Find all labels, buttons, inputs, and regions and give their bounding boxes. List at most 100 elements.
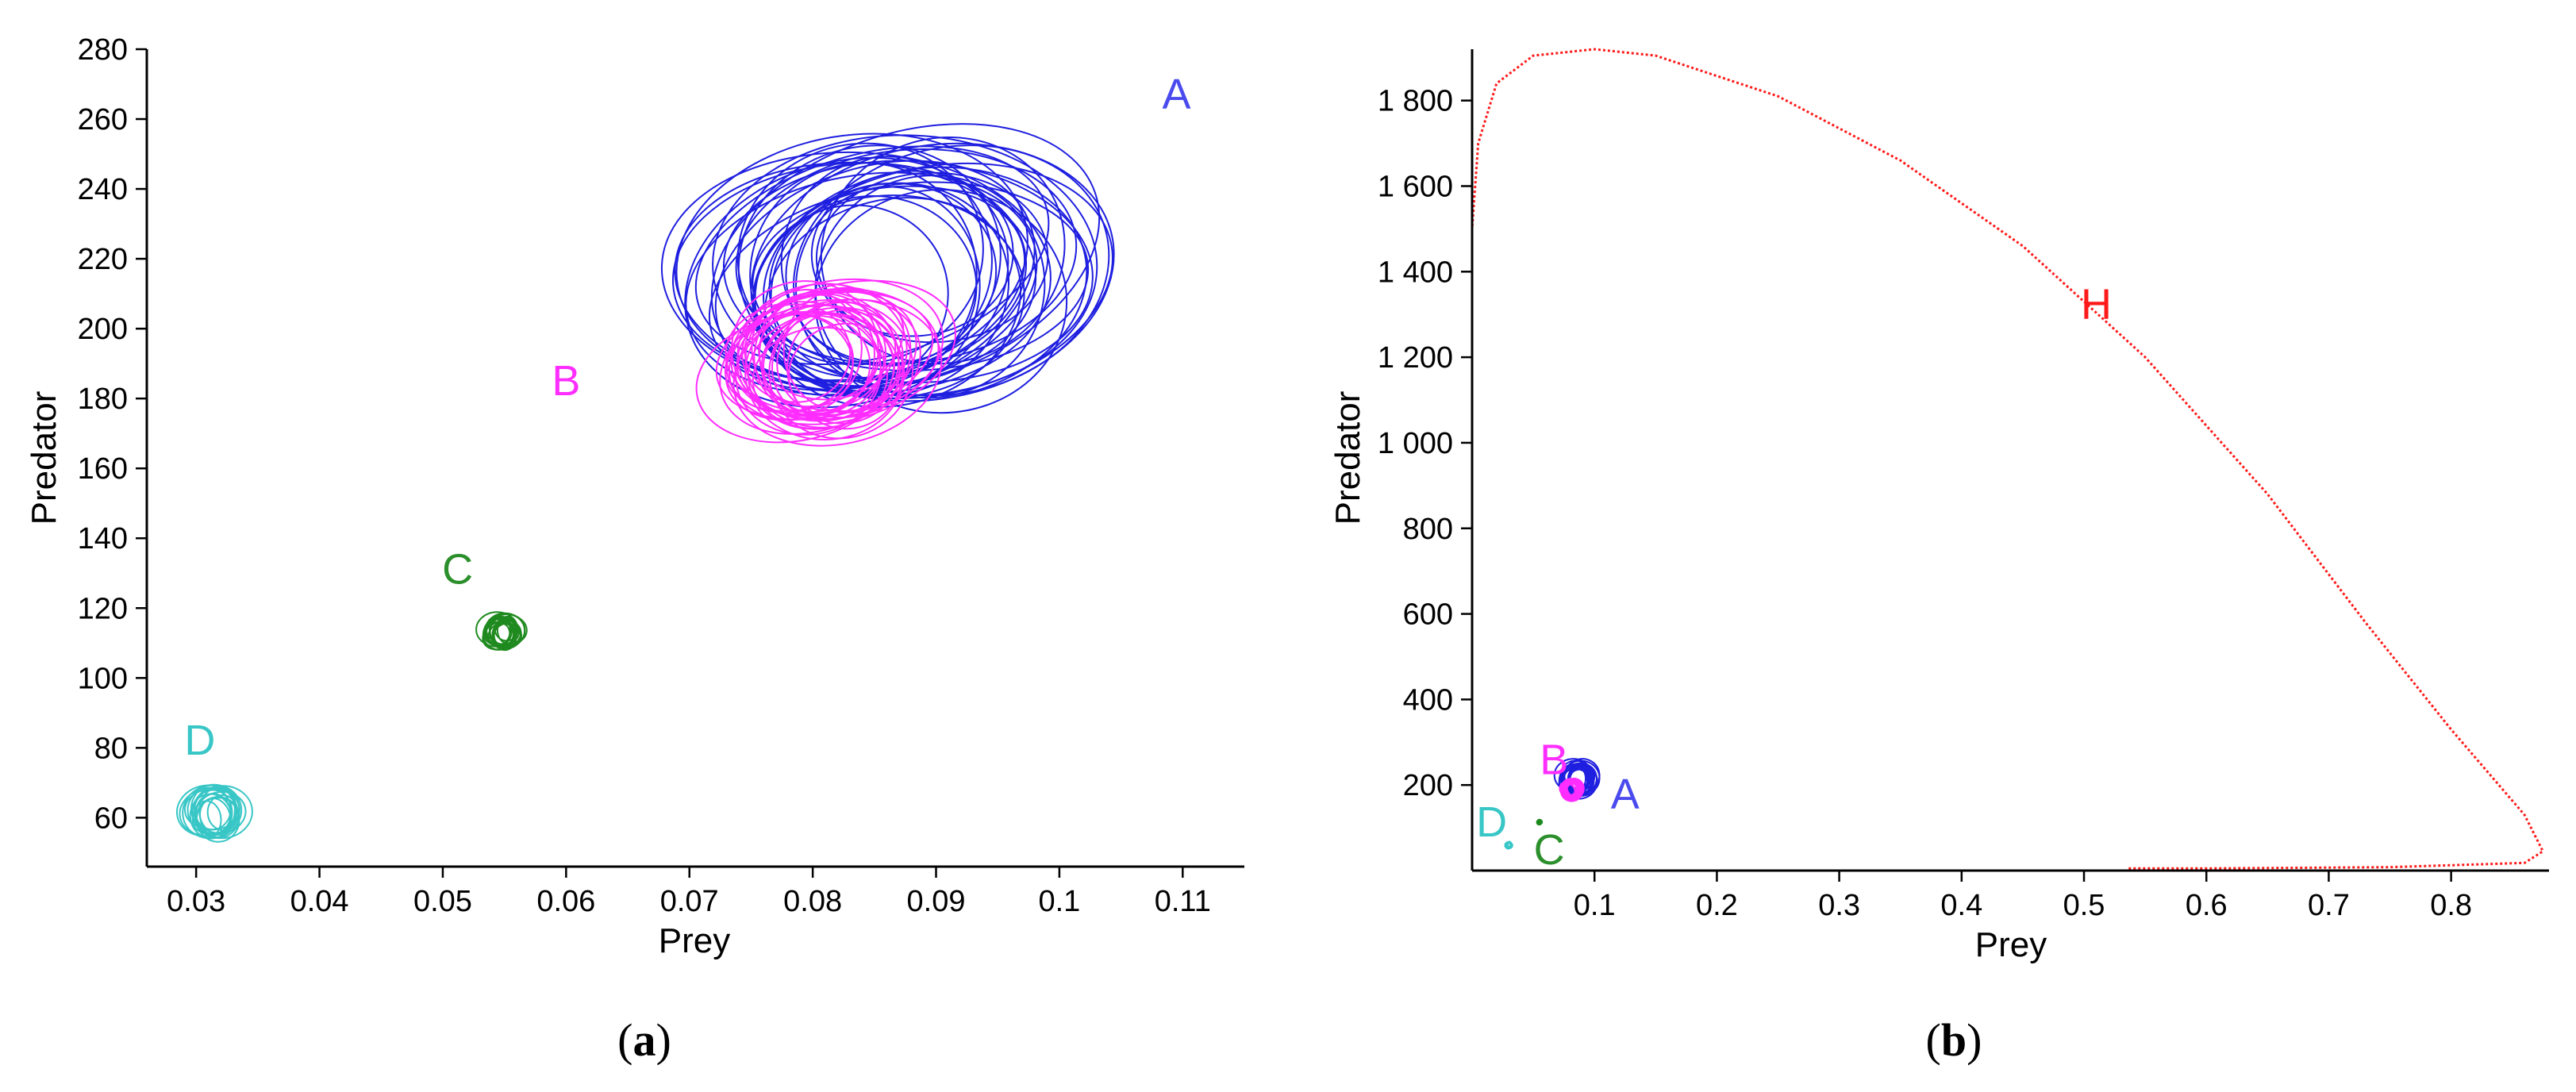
- panel-a-series-label-d: D: [184, 717, 215, 764]
- panel-a-y-axis-label: Predator: [25, 391, 63, 525]
- panel-b-caption-close: ): [1967, 1014, 1982, 1066]
- panel-b-x-tick-label: 0.7: [2308, 889, 2350, 922]
- series-c-loop: [496, 615, 519, 644]
- panel-a-caption-open: (: [617, 1014, 632, 1066]
- panel-a-y-tick-label: 80: [94, 732, 128, 765]
- panel-a-x-tick-label: 0.04: [290, 885, 349, 918]
- panel-a-x-ticks: 0.03 0.04 0.05 0.06 0.07 0.08 0.09 0.1 0.11: [167, 867, 1211, 918]
- series-a-loop: [660, 151, 1052, 394]
- panel-a-series-d: [176, 783, 253, 843]
- series-a-loop: [685, 171, 1038, 396]
- panel-a-x-tick-label: 0.09: [907, 885, 966, 918]
- panel-a-y-ticks: 60 80 100 120 140 160 180 200 220 240 260 280: [78, 33, 147, 835]
- panel-b-series-d: [1504, 840, 1513, 850]
- panel-a-caption-close: ): [656, 1014, 671, 1066]
- panel-b-caption-open: (: [1926, 1014, 1941, 1066]
- panel-b-series-label-a: A: [1611, 771, 1640, 818]
- panel-b-x-axis-label: Prey: [1975, 925, 2047, 964]
- panel-a-y-tick-label: 260: [78, 103, 128, 136]
- panel-a-x-tick-label: 0.1: [1038, 885, 1080, 918]
- panel-a-series-label-b: B: [552, 357, 580, 405]
- series-h-orbit: [1471, 48, 2545, 870]
- panel-b-y-tick-label: 800: [1403, 513, 1453, 546]
- panel-b-y-axis-label: Predator: [1328, 391, 1367, 525]
- series-c-loop: [483, 621, 511, 646]
- panel-a-y-tick-label: 120: [78, 592, 128, 625]
- panel-b-y-tick-label: 600: [1403, 598, 1453, 632]
- panel-a-x-axis-label: Prey: [659, 921, 730, 960]
- panel-a-x-tick-label: 0.05: [413, 885, 472, 918]
- panel-b-y-tick-label: 400: [1403, 683, 1453, 717]
- series-b-loop: [724, 289, 905, 412]
- series-b-loop: [1561, 781, 1578, 797]
- panel-a-y-tick-label: 240: [78, 173, 128, 206]
- series-a-loop: [752, 194, 1025, 400]
- panel-a-x-tick-label: 0.08: [783, 885, 842, 918]
- panel-b-marks: [1471, 48, 2545, 870]
- series-d-loop: [195, 797, 240, 843]
- series-a-loop: [710, 123, 1101, 392]
- panel-b-series-c: [1536, 818, 1544, 826]
- panel-b-y-ticks: 200 400 600 800 1 000 1 200 1 400 1 600 1 800: [1378, 85, 1472, 802]
- panel-a-marks: [176, 123, 1115, 843]
- panel-a-y-tick-label: 180: [78, 383, 128, 416]
- panel-a-x-tick-label: 0.11: [1155, 885, 1211, 918]
- panel-b-y-tick-label: 1 000: [1378, 427, 1453, 460]
- panel-b-x-tick-label: 0.8: [2430, 889, 2472, 922]
- panel-a-y-tick-label: 280: [78, 33, 128, 67]
- panel-b-y-tick-label: 200: [1403, 769, 1453, 802]
- panel-b-series-h: [1471, 48, 2545, 870]
- panel-a-series-labels: A B C D: [184, 71, 1190, 764]
- panel-a-series-b: [695, 278, 956, 447]
- panel-b-x-tick-label: 0.6: [2186, 889, 2228, 922]
- panel-a-x-tick-label: 0.03: [167, 885, 225, 918]
- panel-b-y-tick-label: 1 600: [1378, 171, 1453, 204]
- panel-b-caption: (b): [1926, 1014, 1982, 1066]
- series-b-loop: [731, 280, 879, 417]
- panel-b-x-ticks: 0.1 0.2 0.3 0.4 0.5 0.6 0.7 0.8: [1574, 871, 2472, 922]
- panel-a-x-tick-label: 0.06: [536, 885, 595, 918]
- panel-b-caption-letter: b: [1941, 1014, 1967, 1066]
- panel-a-series-c: [475, 611, 528, 652]
- series-d-loop: [1505, 841, 1513, 849]
- panel-b-x-tick-label: 0.3: [1818, 889, 1860, 922]
- panel-a-y-tick-label: 160: [78, 452, 128, 486]
- panel-b-series-b: [1559, 777, 1585, 802]
- panel-b-x-tick-label: 0.4: [1940, 889, 1982, 922]
- series-d-loop: [189, 793, 233, 840]
- panel-b-y-tick-label: 1 800: [1378, 85, 1453, 118]
- series-b-loop: [751, 289, 863, 408]
- panel-a-y-tick-label: 140: [78, 522, 128, 556]
- series-b-loop: [776, 298, 921, 418]
- series-b-loop: [1563, 779, 1581, 798]
- series-b-loop: [771, 313, 882, 421]
- series-d-loop: [186, 784, 240, 836]
- panel-b-y-tick-label: 1 400: [1378, 256, 1453, 289]
- panel-b-series-label-d: D: [1476, 798, 1507, 846]
- series-a-loop: [814, 175, 1046, 399]
- panel-b-x-tick-label: 0.2: [1696, 889, 1738, 922]
- panel-a-y-tick-label: 200: [78, 313, 128, 346]
- panel-b-y-tick-label: 1 200: [1378, 341, 1453, 375]
- series-b-loop: [763, 306, 904, 417]
- panel-b-series-label-h: H: [2081, 281, 2112, 329]
- panel-a-x-tick-label: 0.07: [660, 885, 719, 918]
- panel-a-y-tick-label: 60: [94, 802, 128, 835]
- panel-b-x-tick-label: 0.1: [1574, 889, 1616, 922]
- panel-a-caption: (a): [617, 1014, 671, 1066]
- panel-a-series-a: [660, 123, 1115, 414]
- panel-a-series-label-c: C: [442, 545, 473, 593]
- series-c-loop: [487, 622, 517, 649]
- series-b-loop: [758, 299, 897, 401]
- panel-b-series-label-b: B: [1540, 736, 1568, 784]
- panel-b-series-label-c: C: [1534, 826, 1565, 874]
- series-b-loop: [744, 287, 940, 413]
- series-b-loop: [744, 290, 900, 429]
- panel-a-series-label-a: A: [1163, 71, 1191, 118]
- panel-b-x-tick-label: 0.5: [2063, 889, 2105, 922]
- panel-a: 0.03 0.04 0.05 0.06 0.07 0.08 0.09 0.1 0.11 60 80…: [25, 33, 1244, 1066]
- panel-a-caption-letter: a: [633, 1014, 656, 1066]
- series-a-loop: [752, 181, 1090, 372]
